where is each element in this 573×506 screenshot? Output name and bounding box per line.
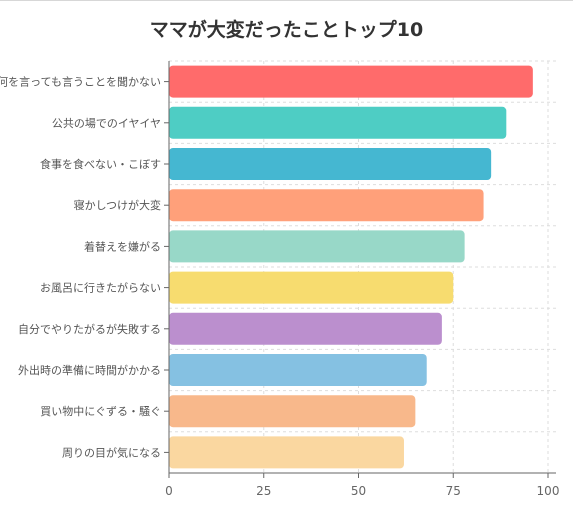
bar [169,271,454,304]
bar [169,312,442,345]
x-tick-label: 75 [446,484,461,498]
y-tick-label: 着替えを嫌がる [84,239,161,253]
y-tick-label: 自分でやりたがるが失敗する [18,322,161,336]
bar [169,148,492,180]
chart-title: ママが大変だったことトップ10 [149,19,424,41]
bar [169,65,533,98]
y-tick-label: 外出時の準備に時間がかかる [18,363,161,377]
bar [169,354,427,386]
x-tick-label: 50 [351,484,366,498]
x-tick-label: 0 [165,484,173,498]
y-tick-label: 食事を食べない・こぼす [40,157,161,171]
y-tick-label: 寝かしつけが大変 [74,198,161,212]
y-tick-label: 周りの目が気になる [62,445,161,459]
x-tick-label: 25 [256,484,271,498]
bar [169,395,416,428]
bar [169,106,507,139]
bar [169,189,484,222]
bar [169,436,404,469]
y-tick-label: 公共の場でのイヤイヤ [52,117,161,130]
y-tick-label: 何を言っても言うことを聞かない [0,76,161,89]
bar [169,230,465,263]
y-tick-label: お風呂に行きたがらない [40,281,161,295]
x-tick-label: 100 [537,484,560,498]
y-tick-label: 買い物中にぐずる・騒ぐ [40,404,161,418]
